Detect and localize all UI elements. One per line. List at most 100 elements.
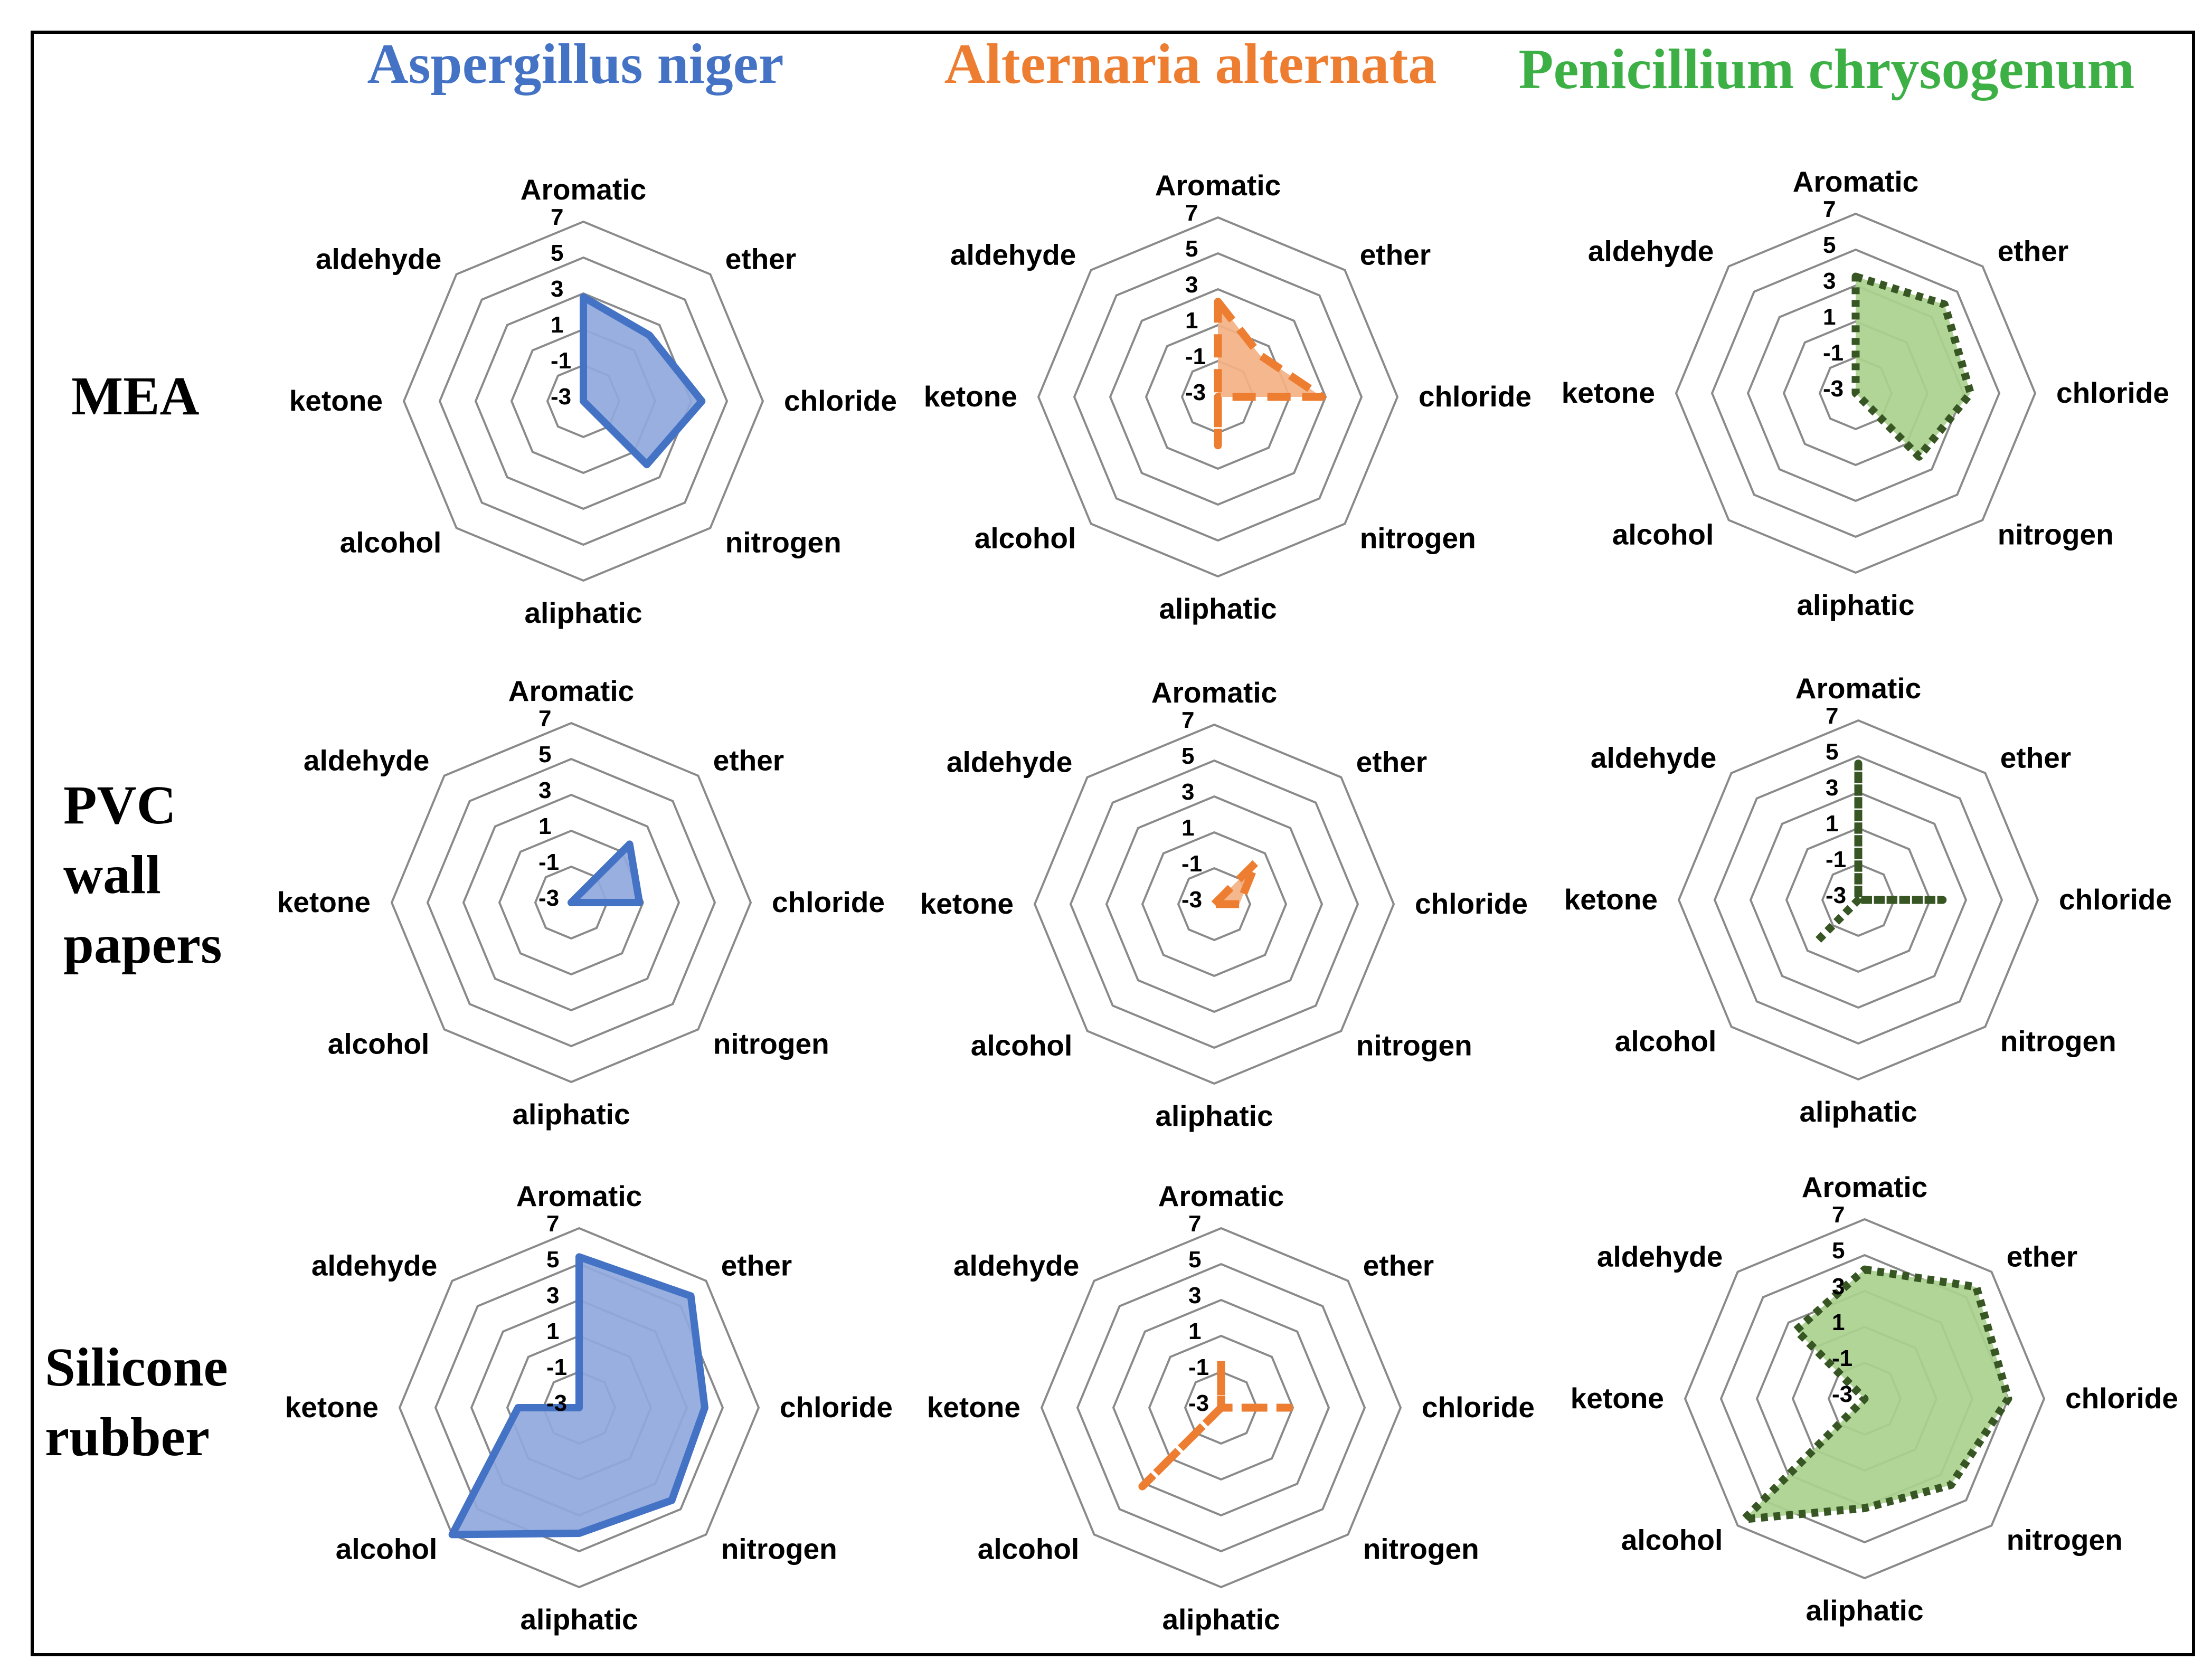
category-label: aliphatic <box>1799 1095 1917 1128</box>
category-label: nitrogen <box>1998 518 2114 551</box>
figure-frame <box>31 31 2195 1656</box>
category-label: alcohol <box>336 1533 438 1565</box>
row-label-line: MEA <box>71 366 200 426</box>
tick-label: 1 <box>1832 1310 1845 1335</box>
radar-gridline <box>390 722 752 1084</box>
tick-label: 7 <box>1823 196 1836 222</box>
category-label: Aromatic <box>1795 672 1921 705</box>
radar-series <box>448 1253 708 1539</box>
radar-gridline <box>1109 288 1327 506</box>
category-label: aldehyde <box>953 1249 1079 1282</box>
category-label: aliphatic <box>1155 1099 1273 1132</box>
radar-series <box>1138 1357 1293 1491</box>
tick-label: 3 <box>1188 1283 1201 1308</box>
category-label: alcohol <box>978 1533 1080 1565</box>
radar-gridline <box>474 292 693 510</box>
category-label: Aromatic <box>1151 676 1277 709</box>
row-label-mea: MEA <box>71 362 200 431</box>
category-label: aldehyde <box>1597 1240 1723 1273</box>
column-title-alternaria: Alternaria alternata <box>944 33 1437 96</box>
category-label: aliphatic <box>1805 1594 1923 1627</box>
category-label: Aromatic <box>1158 1180 1284 1212</box>
radar-gridline <box>1821 862 1896 937</box>
radar-panel: 7 5 3 1 -1 -3 Aromatic ether chloride nitrogen ali… <box>1562 165 2169 621</box>
row-label-line: wall <box>63 845 161 905</box>
category-label: aldehyde <box>1588 234 1714 267</box>
category-label: aldehyde <box>316 242 441 275</box>
radar-series <box>1214 298 1326 450</box>
tick-label: -3 <box>551 384 571 410</box>
category-label: chloride <box>784 384 897 417</box>
category-label: ether <box>721 1249 792 1282</box>
category-label: aldehyde <box>304 744 429 776</box>
category-label: chloride <box>1422 1391 1535 1424</box>
category-label: Aromatic <box>1802 1171 1927 1203</box>
radar-series <box>580 293 706 469</box>
tick-label: 3 <box>1181 779 1194 805</box>
category-label: chloride <box>1419 380 1532 413</box>
category-label: chloride <box>2056 376 2169 409</box>
category-label: ether <box>1998 234 2069 267</box>
row-label-silicone: Silicone rubber <box>45 1333 228 1472</box>
radar-gridline <box>1749 791 1968 1009</box>
tick-label: 1 <box>551 312 563 338</box>
tick-label: 5 <box>1823 232 1836 258</box>
radar-series <box>1851 272 1975 461</box>
category-label: ether <box>1363 1249 1434 1282</box>
tick-label: 7 <box>546 1211 559 1237</box>
category-label: alcohol <box>971 1029 1073 1062</box>
tick-label: 7 <box>1832 1202 1845 1228</box>
tick-label: 3 <box>1185 272 1198 298</box>
tick-label: -1 <box>1832 1345 1852 1371</box>
radar-series <box>568 840 644 906</box>
category-label: alcohol <box>1621 1524 1723 1557</box>
tick-label: -3 <box>1832 1381 1852 1407</box>
tick-label: 3 <box>551 276 563 302</box>
column-title-aspergillus: Aspergillus niger <box>367 33 784 96</box>
tick-label: -1 <box>538 849 559 875</box>
radar-gridline <box>1073 252 1363 542</box>
category-label: alcohol <box>1612 518 1714 551</box>
category-label: ketone <box>1571 1382 1664 1415</box>
radar-gridline <box>1141 831 1288 978</box>
tick-label: 3 <box>1826 775 1838 801</box>
tick-label: 3 <box>1823 268 1836 294</box>
tick-label: 1 <box>1188 1318 1201 1344</box>
radar-gridline <box>438 256 729 546</box>
radar-gridline <box>402 220 764 582</box>
category-label: ether <box>1360 238 1431 271</box>
tick-label: 3 <box>538 777 551 803</box>
radar-panel: 7 5 3 1 -1 -3 Aromatic ether chloride nitrogen ali… <box>285 1180 893 1636</box>
tick-label: 5 <box>551 240 563 266</box>
tick-label: 7 <box>1185 200 1198 226</box>
category-label: chloride <box>1415 887 1528 920</box>
radar-panel: 7 5 3 1 -1 -3 Aromatic ether chloride nitrogen ali… <box>920 676 1528 1132</box>
category-label: Aromatic <box>521 173 646 206</box>
category-label: nitrogen <box>721 1533 837 1565</box>
radar-gridline <box>1037 216 1399 578</box>
radar-panel: 7 5 3 1 -1 -3 Aromatic ether chloride nitrogen ali… <box>1571 1171 2178 1627</box>
tick-label: 7 <box>1188 1211 1201 1237</box>
tick-label: 7 <box>1826 703 1838 729</box>
tick-label: 5 <box>1832 1238 1845 1264</box>
category-label: chloride <box>2059 883 2172 916</box>
tick-label: -1 <box>1823 340 1844 366</box>
category-label: aldehyde <box>311 1249 437 1282</box>
category-label: aliphatic <box>1159 592 1277 625</box>
tick-label: 5 <box>1185 236 1198 262</box>
radar-gridline <box>1069 759 1359 1049</box>
radar-gridline <box>426 757 716 1048</box>
radar-gridline <box>1112 1298 1330 1517</box>
tick-label: -1 <box>1826 847 1846 872</box>
category-label: nitrogen <box>713 1028 829 1060</box>
tick-label: 5 <box>1826 739 1838 765</box>
category-label: ketone <box>924 380 1017 413</box>
row-label-line: Silicone <box>45 1337 228 1398</box>
radar-gridline <box>1785 827 1932 973</box>
radar-series <box>1210 858 1260 908</box>
category-label: ketone <box>285 1391 379 1424</box>
category-label: aliphatic <box>524 596 642 629</box>
category-label: aliphatic <box>1797 589 1914 621</box>
tick-label: 1 <box>538 813 551 839</box>
radar-gridline <box>1105 795 1324 1013</box>
